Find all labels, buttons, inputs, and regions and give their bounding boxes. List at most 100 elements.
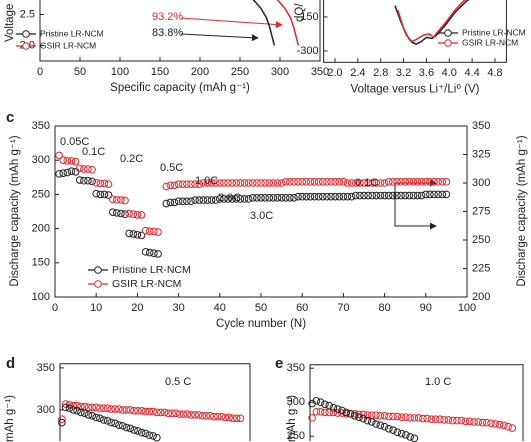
- data-point: [368, 191, 377, 200]
- data-point: [236, 179, 245, 187]
- data-point: [183, 197, 191, 206]
- data-point: [350, 412, 359, 420]
- data-point: [213, 412, 222, 421]
- data-point: [393, 178, 401, 186]
- data-point: [306, 178, 315, 186]
- data-point: [319, 178, 327, 186]
- data-point: [248, 179, 257, 187]
- data-point: [202, 411, 211, 420]
- data-point: [376, 191, 385, 200]
- legend-marker: [22, 30, 30, 38]
- data-point: [380, 412, 389, 420]
- data-point: [482, 418, 491, 427]
- series-line: [276, 0, 300, 46]
- data-point: [389, 426, 397, 434]
- data-point: [376, 421, 385, 430]
- x-tick-label: 3.6: [419, 67, 434, 79]
- data-point: [413, 178, 422, 186]
- data-point: [134, 406, 142, 415]
- data-point: [113, 196, 121, 204]
- y-axis-label: Voltage: [4, 4, 16, 42]
- data-point: [308, 414, 316, 422]
- data-point: [427, 415, 436, 424]
- y2-tick-label: 275: [472, 205, 490, 217]
- data-point: [99, 404, 108, 413]
- data-point: [88, 177, 96, 186]
- data-point: [240, 195, 249, 203]
- data-point: [224, 195, 232, 203]
- panel-label: c: [6, 109, 14, 126]
- data-point: [312, 397, 321, 405]
- data-point: [380, 191, 389, 200]
- data-point: [117, 209, 125, 218]
- y-tick-label: 250: [287, 430, 305, 442]
- data-point: [108, 195, 117, 203]
- data-point: [487, 419, 495, 428]
- x-tick-label: 10: [90, 302, 102, 314]
- data-point: [321, 408, 329, 417]
- data-point: [316, 398, 325, 407]
- data-point: [347, 192, 356, 201]
- data-point: [364, 191, 372, 200]
- data-point: [220, 179, 228, 187]
- data-point: [453, 416, 461, 425]
- y-tick-label: 300: [287, 396, 305, 408]
- data-point: [69, 406, 78, 414]
- data-point: [342, 408, 351, 417]
- x-tick-label: 100: [458, 302, 476, 314]
- data-point: [55, 151, 63, 160]
- data-point: [75, 164, 84, 173]
- y-tick-label: 250: [32, 188, 50, 200]
- legend-label: Pristine LR-NCM: [40, 28, 104, 38]
- data-point: [121, 210, 129, 219]
- data-point: [356, 179, 364, 187]
- data-point: [363, 416, 372, 425]
- data-point: [100, 179, 109, 188]
- data-point: [145, 248, 154, 257]
- data-point: [298, 178, 307, 186]
- data-point: [111, 405, 119, 413]
- data-point: [224, 179, 232, 187]
- data-point: [261, 179, 269, 187]
- x-tick-label: 100: [111, 66, 129, 78]
- data-point: [269, 194, 278, 202]
- data-point: [385, 412, 393, 421]
- data-point: [426, 178, 434, 186]
- data-point: [67, 157, 76, 165]
- data-point: [286, 178, 294, 186]
- data-point: [368, 179, 377, 187]
- y-tick-label: 100: [32, 291, 50, 303]
- data-point: [133, 230, 142, 239]
- data-point: [333, 405, 342, 413]
- plot-area: [55, 151, 451, 258]
- data-point: [306, 192, 315, 201]
- data-point: [491, 420, 500, 428]
- legend-marker: [444, 29, 452, 37]
- data-point: [130, 426, 138, 434]
- data-point: [174, 197, 183, 206]
- data-point: [129, 230, 138, 238]
- data-point: [207, 196, 216, 204]
- data-point: [351, 191, 360, 200]
- data-point: [194, 411, 203, 419]
- data-point: [207, 179, 216, 187]
- data-point: [183, 410, 192, 418]
- data-point: [294, 192, 302, 201]
- x-tick-label: 30: [172, 302, 184, 314]
- data-point: [253, 179, 261, 187]
- annotation: 1.0C: [195, 175, 218, 187]
- data-point: [355, 413, 363, 421]
- data-point: [273, 179, 282, 187]
- legend-label: GSIR LR-NCM: [112, 278, 181, 290]
- panel-label: e: [275, 355, 283, 372]
- data-point: [314, 192, 323, 201]
- x-tick-label: 4.8: [487, 67, 502, 79]
- data-point: [117, 196, 125, 204]
- plot-frame: [59, 363, 251, 441]
- data-point: [191, 180, 199, 188]
- annotation: 2.0C: [218, 192, 241, 204]
- data-point: [228, 179, 236, 187]
- data-point: [338, 406, 346, 415]
- data-point: [325, 401, 333, 410]
- data-point: [426, 190, 434, 199]
